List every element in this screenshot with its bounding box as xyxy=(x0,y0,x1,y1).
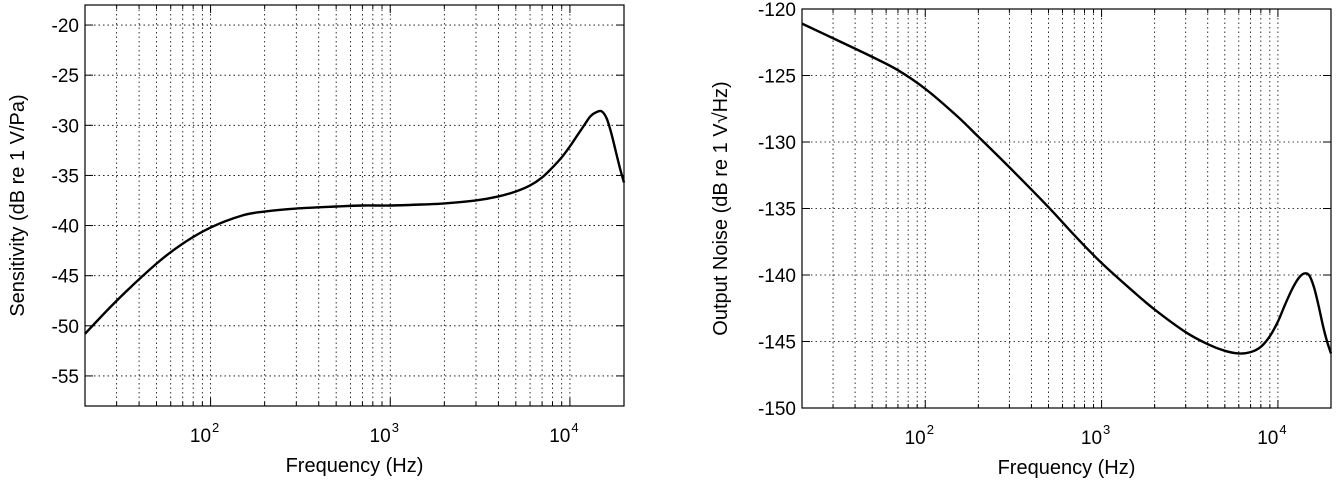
y-tick-label: -20 xyxy=(52,16,79,37)
x-tick-label: 104 xyxy=(549,420,578,447)
x-tick-label: 104 xyxy=(1257,422,1286,449)
y-tick-label: -120 xyxy=(758,0,796,21)
x-tick-label: 102 xyxy=(905,422,934,449)
plot-frame xyxy=(801,8,1332,409)
x-tick-label: 103 xyxy=(370,420,399,447)
series-line-1 xyxy=(84,109,626,335)
y-tick-label: -25 xyxy=(52,66,79,87)
y-tick-label: -125 xyxy=(758,67,796,88)
chart-1: -20 -25 -30 -35 -40 -45 -50 -55 102 103 104 Frequen… xyxy=(7,4,626,477)
x-axis-label: Frequency (Hz) xyxy=(998,457,1136,479)
y-axis-label: Output Noise (dB re 1 V√Hz) xyxy=(710,81,732,335)
x-tick-label: 103 xyxy=(1081,422,1110,449)
y-tick-label: -135 xyxy=(758,200,796,221)
y-tick-label: -55 xyxy=(52,367,79,388)
plot-frame xyxy=(84,4,625,407)
y-tick-label: -40 xyxy=(52,217,79,238)
y-tick-label: -35 xyxy=(52,166,79,187)
x-axis-label: Frequency (Hz) xyxy=(286,455,424,477)
y-tick-label: -145 xyxy=(758,333,796,354)
y-tick-label: -30 xyxy=(52,116,79,137)
y-tick-label: -150 xyxy=(758,399,796,420)
y-tick-label: -130 xyxy=(758,133,796,154)
chart-2: -120 -125 -130 -135 -140 -145 -150 102 103 104 Fre… xyxy=(710,0,1333,479)
y-tick-label: -50 xyxy=(52,317,79,338)
x-tick-label: 102 xyxy=(190,420,219,447)
series-line-1 xyxy=(801,22,1333,355)
y-tick-label: -140 xyxy=(758,266,796,287)
y-axis-label: Sensitivity (dB re 1 V/Pa) xyxy=(7,94,29,316)
y-tick-label: -45 xyxy=(52,267,79,288)
